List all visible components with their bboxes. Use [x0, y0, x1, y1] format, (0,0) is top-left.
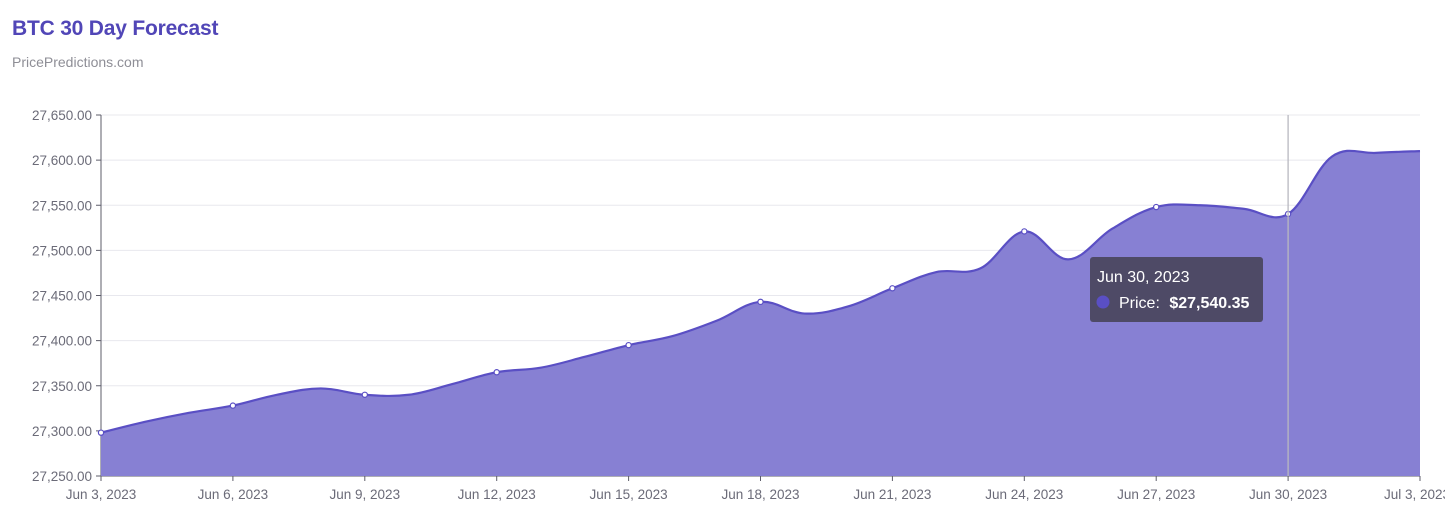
data-point[interactable]	[889, 285, 896, 292]
x-tick-label: Jun 21, 2023	[853, 487, 931, 502]
x-tick-label: Jun 15, 2023	[590, 487, 668, 502]
tooltip-price-value: $27,540.35	[1169, 295, 1249, 312]
y-axis-ticks: 27,250.00 27,300.00 27,350.00 27,400.00 27,4…	[32, 108, 102, 484]
x-tick-label: Jun 27, 2023	[1117, 487, 1195, 502]
data-point[interactable]	[1021, 228, 1028, 235]
y-tick-label: 27,350.00	[32, 379, 92, 394]
x-tick-label: Jun 3, 2023	[66, 487, 137, 502]
y-tick-label: 27,600.00	[32, 153, 92, 168]
data-point[interactable]	[1152, 203, 1160, 211]
y-tick-label: 27,250.00	[32, 469, 92, 484]
tooltip-price: Price: $27,540.35	[1119, 295, 1250, 312]
y-tick-label: 27,550.00	[32, 198, 92, 213]
y-tick-label: 27,300.00	[32, 424, 92, 439]
y-tick-label: 27,450.00	[32, 289, 92, 304]
chart-subtitle: PricePredictions.com	[12, 54, 144, 70]
data-point[interactable]	[493, 369, 500, 376]
x-tick-label: Jun 24, 2023	[985, 487, 1063, 502]
y-tick-label: 27,650.00	[32, 108, 92, 123]
x-tick-label: Jun 30, 2023	[1249, 487, 1327, 502]
data-point[interactable]	[361, 391, 368, 398]
y-tick-label: 27,500.00	[32, 243, 92, 258]
x-tick-label: Jun 6, 2023	[198, 487, 269, 502]
data-point[interactable]	[625, 341, 632, 349]
point-markers	[97, 203, 1292, 436]
tooltip-series-dot	[1096, 295, 1110, 309]
tooltip-price-label: Price:	[1119, 295, 1160, 312]
x-tick-label: Jul 3, 2023	[1384, 487, 1445, 502]
chart-title: BTC 30 Day Forecast	[12, 17, 219, 40]
tooltip-background	[1090, 257, 1263, 322]
y-tick-label: 27,400.00	[32, 334, 92, 349]
data-point[interactable]	[97, 429, 105, 436]
x-tick-label: Jun 12, 2023	[458, 487, 536, 502]
x-axis-ticks: Jun 3, 2023 Jun 6, 2023 Jun 9, 2023 Jun 12,…	[66, 475, 1445, 502]
price-area	[101, 150, 1420, 476]
x-tick-label: Jun 18, 2023	[721, 487, 799, 502]
data-point[interactable]	[229, 402, 237, 409]
price-tooltip: Jun 30, 2023 Price: $27,540.35	[1090, 257, 1263, 322]
x-tick-label: Jun 9, 2023	[330, 487, 401, 502]
tooltip-date: Jun 30, 2023	[1097, 269, 1190, 286]
data-point[interactable]	[757, 298, 764, 306]
